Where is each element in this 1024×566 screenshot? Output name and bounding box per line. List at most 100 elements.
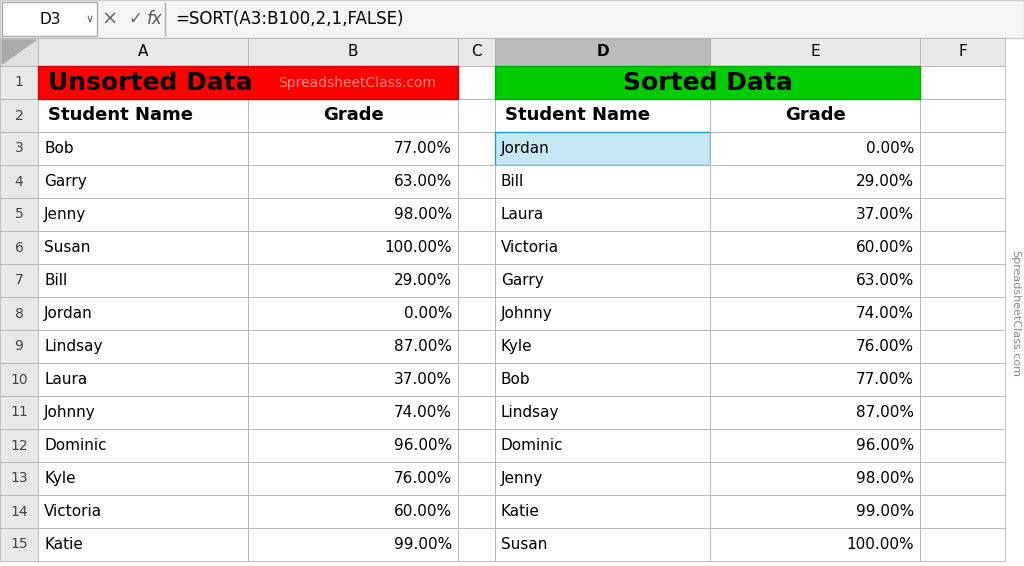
Bar [495,330,710,363]
Bar [710,132,920,165]
Bar [248,429,458,462]
Bar [38,429,248,462]
Bar [458,462,495,495]
Text: 29.00%: 29.00% [394,273,452,288]
Bar [920,38,1005,66]
Text: F: F [958,45,967,59]
Bar [248,462,458,495]
Text: SpreadsheetClass.com: SpreadsheetClass.com [278,75,436,89]
Text: ∨: ∨ [86,14,94,24]
Bar [0,462,38,495]
Bar [495,495,710,528]
Bar [248,198,458,231]
Text: 14: 14 [10,504,28,518]
Text: 1: 1 [14,75,24,89]
Bar [38,38,248,66]
Text: 60.00%: 60.00% [856,240,914,255]
Bar [920,462,1005,495]
Bar [0,264,38,297]
Text: E: E [810,45,820,59]
Bar [248,297,458,330]
Text: 12: 12 [10,439,28,452]
Text: 77.00%: 77.00% [856,372,914,387]
Bar [248,528,458,561]
Text: Sorted Data: Sorted Data [623,71,793,95]
Bar [458,297,495,330]
Bar [920,231,1005,264]
Bar [248,132,458,165]
Text: 11: 11 [10,405,28,419]
Text: ×: × [101,10,118,28]
Bar [0,165,38,198]
Bar [0,396,38,429]
Text: Jenny: Jenny [501,471,544,486]
Bar [458,38,495,66]
Text: 7: 7 [14,273,24,288]
Text: 60.00%: 60.00% [394,504,452,519]
Text: 37.00%: 37.00% [856,207,914,222]
Text: Dominic: Dominic [501,438,563,453]
Text: SpreadsheetClass.com: SpreadsheetClass.com [1010,250,1020,376]
Bar [2,2,97,36]
Bar [38,528,248,561]
Bar [458,132,495,165]
Bar [0,38,38,66]
Bar [458,231,495,264]
Text: 6: 6 [14,241,24,255]
Text: Bob: Bob [501,372,530,387]
Text: Grade: Grade [323,106,383,125]
Text: 37.00%: 37.00% [394,372,452,387]
Bar [495,198,710,231]
Text: 0.00%: 0.00% [403,306,452,321]
Text: D: D [596,45,609,59]
Bar [920,99,1005,132]
Text: 13: 13 [10,471,28,486]
Bar [495,429,710,462]
Bar [38,66,458,99]
Bar [38,495,248,528]
Bar [0,429,38,462]
Text: Student Name: Student Name [48,106,193,125]
Bar [0,297,38,330]
Bar [38,297,248,330]
Bar [248,264,458,297]
Bar [248,38,458,66]
Text: Jenny: Jenny [44,207,86,222]
Bar [38,330,248,363]
Bar [920,363,1005,396]
Bar [920,264,1005,297]
Text: Garry: Garry [501,273,544,288]
Bar [710,429,920,462]
Text: 3: 3 [14,142,24,156]
Bar [920,198,1005,231]
Bar [458,99,495,132]
Bar [248,99,458,132]
Bar [710,495,920,528]
Bar [495,132,710,165]
Bar [495,264,710,297]
Text: 96.00%: 96.00% [856,438,914,453]
Bar [710,363,920,396]
Bar [495,462,710,495]
Bar [495,165,710,198]
Bar [458,165,495,198]
Text: Victoria: Victoria [501,240,559,255]
Bar [458,429,495,462]
Bar [248,165,458,198]
Bar [38,99,248,132]
Bar [920,330,1005,363]
Text: Kyle: Kyle [44,471,76,486]
Bar [458,495,495,528]
Bar [38,462,248,495]
Bar [458,66,495,99]
Bar [710,528,920,561]
Text: 96.00%: 96.00% [394,438,452,453]
Bar [710,396,920,429]
Bar [38,264,248,297]
Bar [920,66,1005,99]
Bar [710,297,920,330]
Bar [38,396,248,429]
Text: Johnny: Johnny [501,306,553,321]
Text: 74.00%: 74.00% [856,306,914,321]
Bar [920,429,1005,462]
